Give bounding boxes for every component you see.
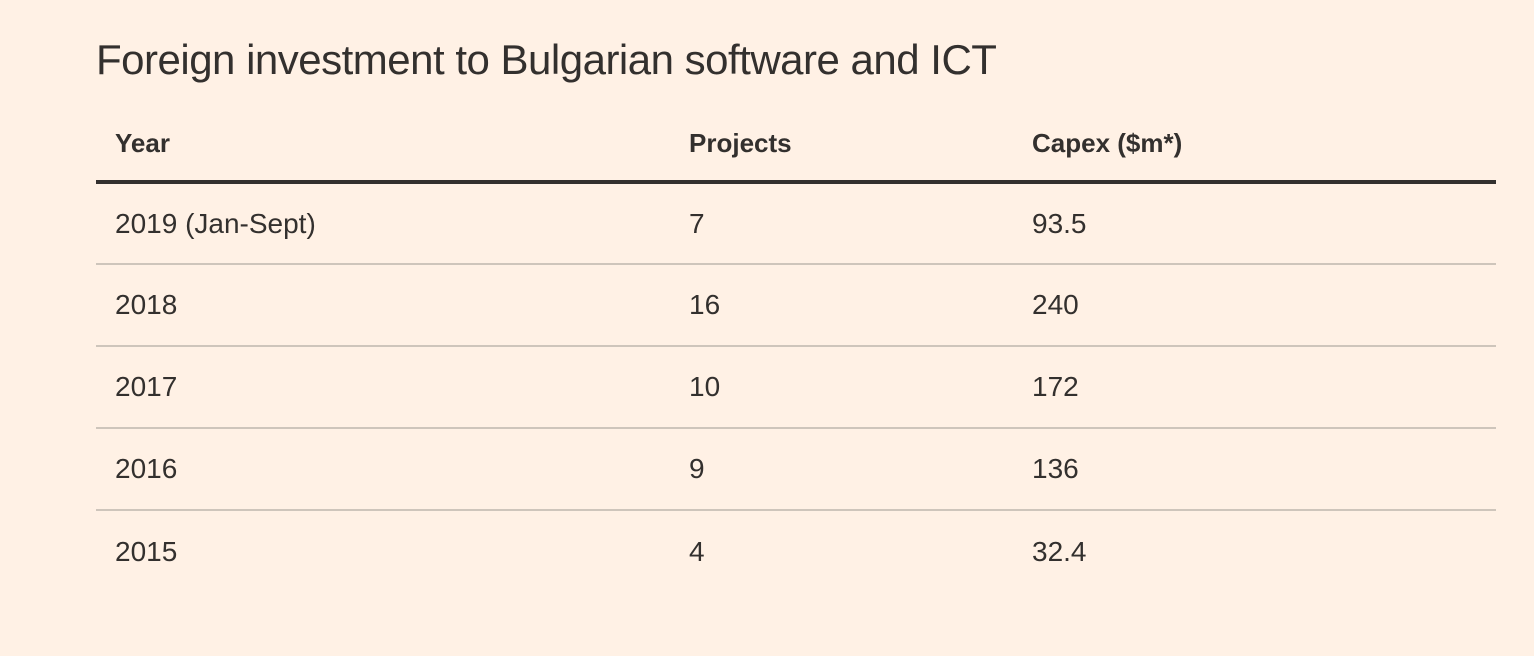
cell-capex: 93.5	[1013, 182, 1496, 266]
table-row: 2016 9 136	[96, 428, 1496, 512]
table-body: 2019 (Jan-Sept) 7 93.5 2018 16 240 2017 …	[96, 182, 1496, 592]
cell-year: 2015	[115, 535, 178, 567]
investment-table: Year Projects Capex ($m*) 2019 (Jan-Sept…	[96, 106, 1496, 592]
table-header-row: Year Projects Capex ($m*)	[96, 106, 1496, 185]
cell-year: 2019 (Jan-Sept)	[96, 182, 670, 266]
cell-year: 2017	[96, 346, 670, 430]
table-row: 2017 10 172	[96, 346, 1496, 430]
table-row: 2019 (Jan-Sept) 7 93.5	[96, 182, 1496, 266]
cell-projects: 4	[689, 535, 705, 567]
cell-capex: 32.4	[1032, 535, 1087, 567]
cell-projects: 16	[670, 264, 1013, 348]
cell-projects: 10	[670, 346, 1013, 430]
page: Foreign investment to Bulgarian software…	[96, 36, 1496, 592]
cell-year: 2016	[96, 428, 670, 512]
column-header-capex: Capex ($m*)	[1013, 106, 1496, 185]
cell-capex: 136	[1013, 428, 1496, 512]
column-header-projects: Projects	[670, 106, 1013, 185]
table-header: Year Projects Capex ($m*)	[96, 106, 1496, 185]
table-row: 2015 4 32.4	[96, 510, 1496, 592]
cell-capex: 172	[1013, 346, 1496, 430]
cell-projects: 9	[670, 428, 1013, 512]
cell-capex: 240	[1013, 264, 1496, 348]
table-row: 2018 16 240	[96, 264, 1496, 348]
column-header-year: Year	[96, 106, 670, 185]
cell-projects: 7	[670, 182, 1013, 266]
cell-year: 2018	[96, 264, 670, 348]
page-title: Foreign investment to Bulgarian software…	[96, 36, 997, 83]
